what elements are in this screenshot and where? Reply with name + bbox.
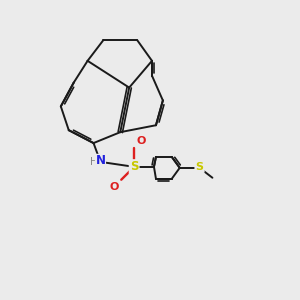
Text: N: N — [95, 154, 106, 167]
Text: S: S — [196, 162, 203, 172]
Text: S: S — [130, 160, 138, 173]
Text: O: O — [136, 136, 146, 146]
Text: H: H — [90, 157, 98, 167]
Text: O: O — [110, 182, 119, 192]
